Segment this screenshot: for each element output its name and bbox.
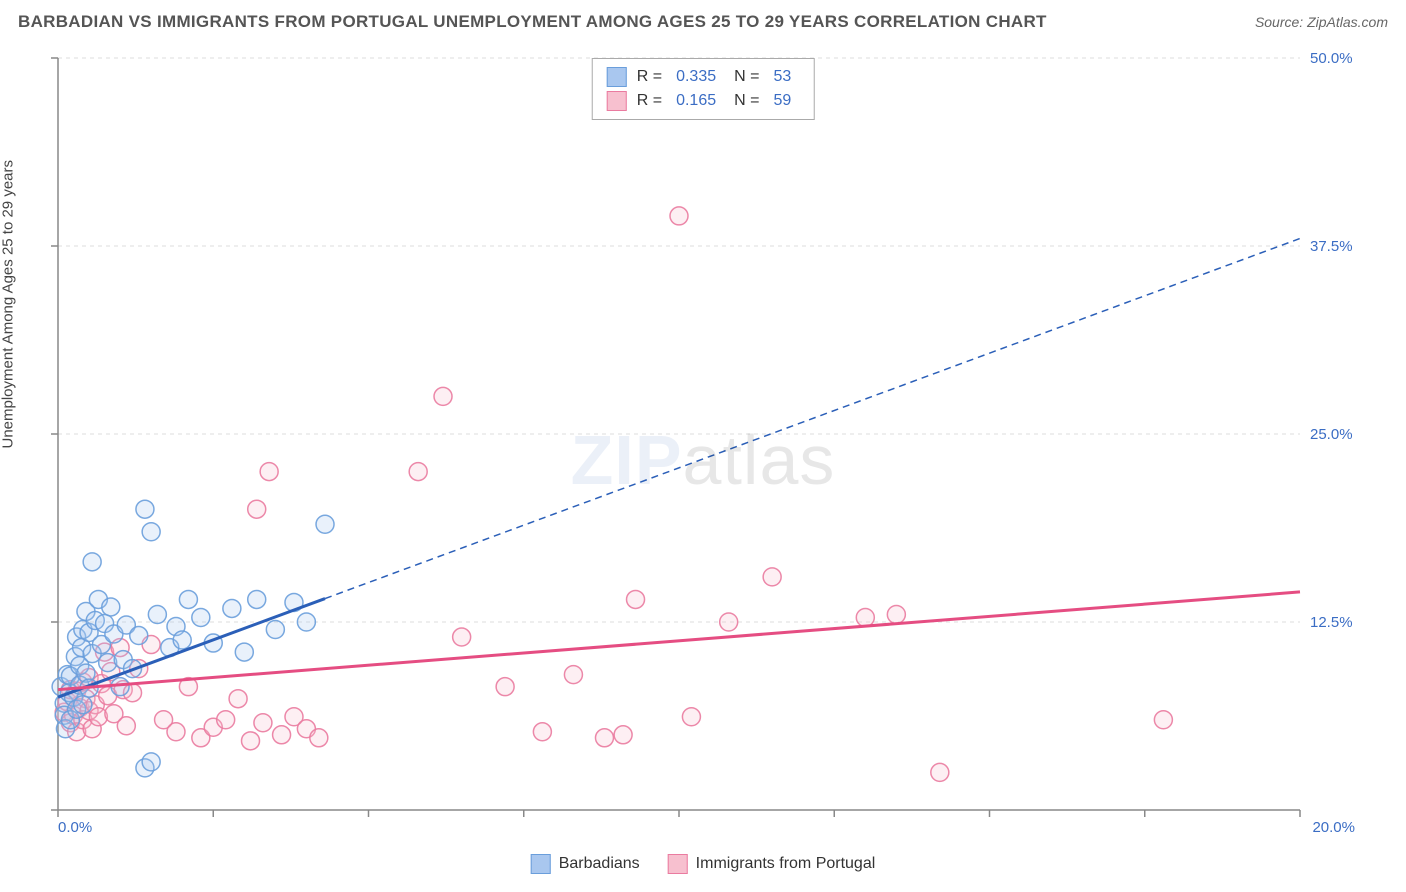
legend-n-value: 53 (773, 68, 791, 86)
legend-n-value: 59 (773, 92, 791, 110)
y-tick-label: 12.5% (1310, 614, 1353, 631)
legend-r-value: 0.165 (676, 92, 716, 110)
legend-label: Barbadians (559, 855, 640, 873)
data-point (117, 717, 135, 735)
data-point (595, 729, 613, 747)
legend-n-label: N = (734, 92, 759, 110)
data-point (102, 598, 120, 616)
data-point (192, 608, 210, 626)
data-point (260, 463, 278, 481)
data-point (297, 613, 315, 631)
data-point (627, 590, 645, 608)
data-point (217, 711, 235, 729)
data-point (434, 387, 452, 405)
data-point (142, 753, 160, 771)
legend-n-label: N = (734, 68, 759, 86)
y-tick-label: 50.0% (1310, 50, 1353, 67)
legend-r-value: 0.335 (676, 68, 716, 86)
data-point (248, 590, 266, 608)
data-point (273, 726, 291, 744)
data-point (856, 608, 874, 626)
data-point (167, 723, 185, 741)
data-point (74, 696, 92, 714)
legend-stat-row: R = 0.335 N = 53 (607, 65, 800, 89)
data-point (564, 666, 582, 684)
data-point (266, 621, 284, 639)
data-point (142, 523, 160, 541)
legend-r-label: R = (637, 92, 662, 110)
scatter-chart: 25.0% 50.0% 12.5% 37.5% 0.0% 20.0% (50, 50, 1365, 840)
data-point (229, 690, 247, 708)
y-tick-label: 37.5% (1310, 238, 1353, 255)
legend-stat-row: R = 0.165 N = 59 (607, 89, 800, 113)
chart-title: BARBADIAN VS IMMIGRANTS FROM PORTUGAL UN… (18, 12, 1047, 32)
y-axis-label: Unemployment Among Ages 25 to 29 years (0, 160, 17, 449)
data-point (931, 763, 949, 781)
data-point (83, 553, 101, 571)
data-point (242, 732, 260, 750)
data-point (1154, 711, 1172, 729)
legend-stats: R = 0.335 N = 53 R = 0.165 N = 59 (592, 58, 815, 120)
data-point (248, 500, 266, 518)
data-point (136, 500, 154, 518)
data-point (173, 631, 191, 649)
data-point (179, 590, 197, 608)
legend-item: Barbadians (531, 854, 640, 874)
legend-swatch (607, 91, 627, 111)
data-point (670, 207, 688, 225)
data-point (720, 613, 738, 631)
data-point (235, 643, 253, 661)
regression-line-extrapolated (325, 238, 1300, 598)
x-tick-label: 20.0% (1312, 819, 1355, 836)
data-point (148, 605, 166, 623)
x-tick-label: 0.0% (58, 819, 92, 836)
data-point (223, 599, 241, 617)
legend-swatch (668, 854, 688, 874)
data-point (310, 729, 328, 747)
data-point (254, 714, 272, 732)
chart-source: Source: ZipAtlas.com (1255, 14, 1388, 30)
data-point (316, 515, 334, 533)
data-point (533, 723, 551, 741)
legend-label: Immigrants from Portugal (696, 855, 876, 873)
data-point (453, 628, 471, 646)
legend-series: Barbadians Immigrants from Portugal (531, 854, 876, 874)
legend-item: Immigrants from Portugal (668, 854, 876, 874)
data-point (763, 568, 781, 586)
data-point (409, 463, 427, 481)
data-point (130, 627, 148, 645)
data-point (496, 678, 514, 696)
data-point (614, 726, 632, 744)
data-point (887, 605, 905, 623)
legend-swatch (531, 854, 551, 874)
chart-header: BARBADIAN VS IMMIGRANTS FROM PORTUGAL UN… (18, 12, 1388, 32)
y-tick-label: 25.0% (1310, 426, 1353, 443)
legend-r-label: R = (637, 68, 662, 86)
regression-line (58, 592, 1300, 690)
legend-swatch (607, 67, 627, 87)
data-point (682, 708, 700, 726)
